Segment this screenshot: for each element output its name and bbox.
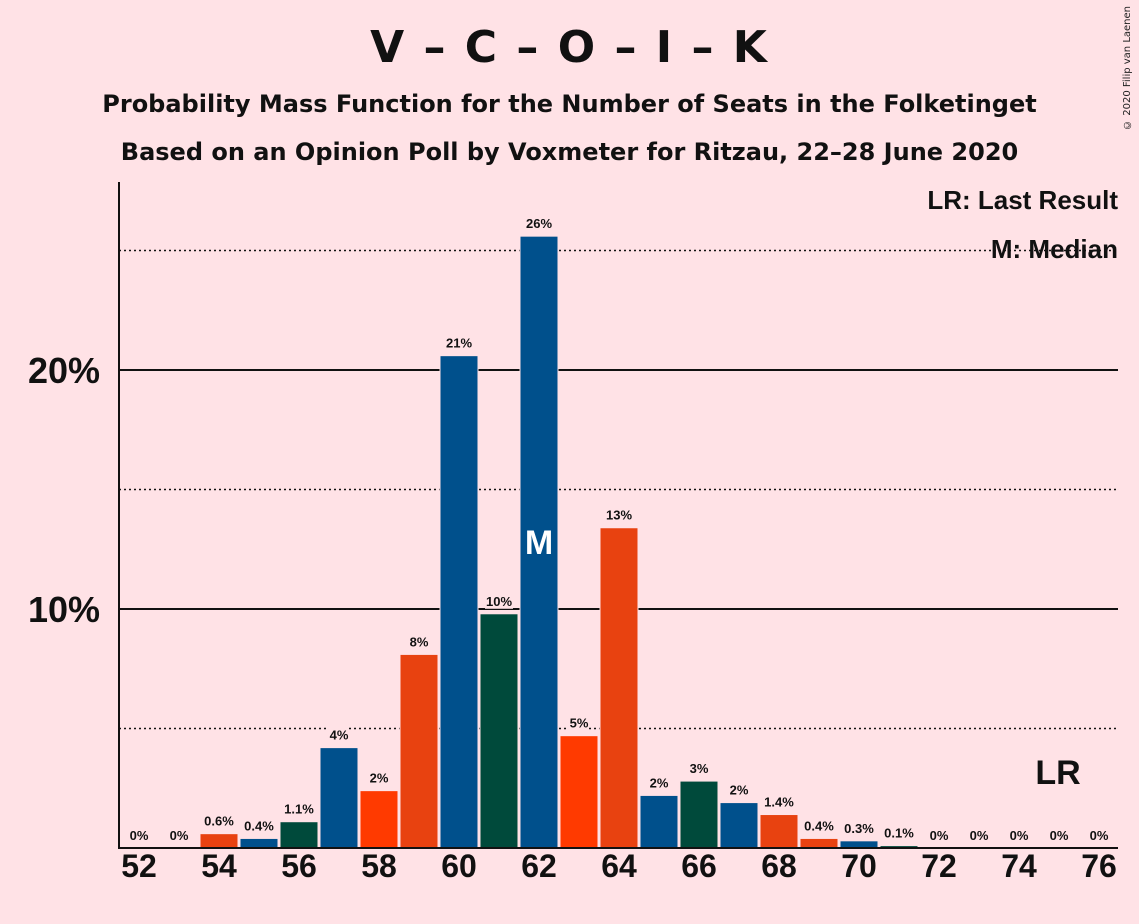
bar-seat-60: [439, 355, 479, 849]
value-label-seat-71: 0.1%: [884, 826, 914, 841]
bar-seat-66: [679, 780, 719, 849]
value-label-seat-56: 1.1%: [284, 802, 314, 817]
value-label-seat-55: 0.4%: [244, 818, 274, 833]
value-label-bg: [485, 592, 513, 609]
y-tick-label: 20%: [28, 350, 100, 391]
bar-seat-55: [239, 837, 279, 849]
value-label-seat-58: 2%: [370, 771, 389, 786]
value-label-seat-65: 2%: [650, 775, 669, 790]
value-label-seat-57: 4%: [330, 728, 349, 743]
bars: [199, 235, 919, 849]
value-label-seat-69: 0.4%: [804, 818, 834, 833]
x-tick-label: 58: [361, 848, 397, 884]
value-label-bg: [649, 774, 669, 791]
bar-seat-69: [799, 837, 839, 849]
value-label-bg: [569, 714, 589, 731]
median-marker: M: [525, 524, 553, 562]
x-tick-label: 68: [761, 848, 797, 884]
value-label-bg: [929, 827, 949, 843]
value-label-seat-54: 0.6%: [204, 814, 234, 829]
value-label-bg: [409, 633, 429, 650]
bar-seat-68: [759, 814, 799, 849]
value-label-bg: [761, 793, 797, 810]
value-label-seat-59: 8%: [410, 634, 429, 649]
value-label-seat-66: 3%: [690, 761, 709, 776]
value-label-bg: [169, 827, 189, 843]
value-label-bg: [801, 817, 837, 834]
value-label-seat-72: 0%: [930, 828, 949, 843]
value-label-seat-52: 0%: [130, 828, 149, 843]
x-tick-label: 64: [601, 848, 637, 884]
value-label-bg: [689, 760, 709, 777]
value-label-seat-75: 0%: [1050, 828, 1069, 843]
x-tick-label: 74: [1001, 848, 1037, 884]
chart-subtitle-2: Based on an Opinion Poll by Voxmeter for…: [120, 138, 1019, 166]
bar-seat-57: [319, 747, 359, 849]
bar-seat-58: [359, 790, 399, 849]
y-tick-label: 10%: [28, 589, 100, 630]
value-labels: 0% 0% 0.6% 0.4% 1.1% 4% 2% 8% 21% 10% 26% 5% 13% 2% 3%…: [129, 215, 1109, 843]
x-tick-label: 54: [201, 848, 237, 884]
value-label-seat-70: 0.3%: [844, 821, 874, 836]
legend-last-result: LR: Last Result: [927, 185, 1118, 215]
value-label-seat-67: 2%: [730, 783, 749, 798]
x-tick-label: 66: [681, 848, 717, 884]
value-label-seat-61: 10%: [486, 594, 512, 609]
value-label-bg: [1049, 827, 1069, 843]
value-label-seat-74: 0%: [1010, 828, 1029, 843]
value-label-seat-62: 26%: [526, 216, 552, 231]
value-label-bg: [1009, 827, 1029, 843]
bar-seat-63: [559, 735, 599, 849]
axes: 52 54 56 58 60 62 64 66 68 70 72 74 76 10% 20%: [28, 182, 1118, 884]
value-label-bg: [129, 827, 149, 843]
value-label-bg: [445, 334, 473, 351]
value-label-bg: [729, 781, 749, 798]
bar-seat-62: [519, 235, 559, 849]
x-tick-label: 52: [121, 848, 157, 884]
chart-title: V – C – O – I – K: [370, 22, 769, 73]
x-tick-label: 70: [841, 848, 877, 884]
value-label-bg: [281, 800, 317, 817]
x-tick-label: 56: [281, 848, 317, 884]
bar-seat-54: [199, 833, 239, 849]
bar-seat-59: [399, 653, 439, 849]
value-label-seat-73: 0%: [970, 828, 989, 843]
value-label-seat-60: 21%: [446, 336, 472, 351]
x-tick-label: 62: [521, 848, 557, 884]
bar-seat-67: [719, 802, 759, 849]
legend-median: M: Median: [991, 234, 1118, 264]
value-label-bg: [1089, 827, 1109, 843]
value-label-bg: [969, 827, 989, 843]
value-label-bg: [841, 819, 877, 836]
bar-seat-61: [479, 613, 519, 849]
last-result-marker: LR: [1035, 754, 1080, 792]
x-tick-label: 72: [921, 848, 957, 884]
bar-seat-56: [279, 821, 319, 849]
value-label-seat-68: 1.4%: [764, 795, 794, 810]
value-label-seat-63: 5%: [570, 716, 589, 731]
x-tick-label: 60: [441, 848, 477, 884]
x-tick-label: 76: [1081, 848, 1117, 884]
value-label-bg: [329, 726, 349, 743]
value-label-seat-53: 0%: [170, 828, 189, 843]
value-label-bg: [525, 215, 553, 232]
bar-seat-70: [839, 840, 879, 849]
value-label-bg: [201, 812, 237, 829]
value-label-bg: [605, 506, 633, 523]
value-label-seat-76: 0%: [1090, 828, 1109, 843]
value-label-seat-64: 13%: [606, 508, 632, 523]
value-label-bg: [241, 817, 277, 834]
bar-seat-64: [599, 527, 639, 849]
value-label-bg: [881, 824, 917, 841]
value-label-bg: [369, 769, 389, 786]
chart-subtitle-1: Probability Mass Function for the Number…: [102, 90, 1037, 118]
bar-seat-65: [639, 794, 679, 849]
